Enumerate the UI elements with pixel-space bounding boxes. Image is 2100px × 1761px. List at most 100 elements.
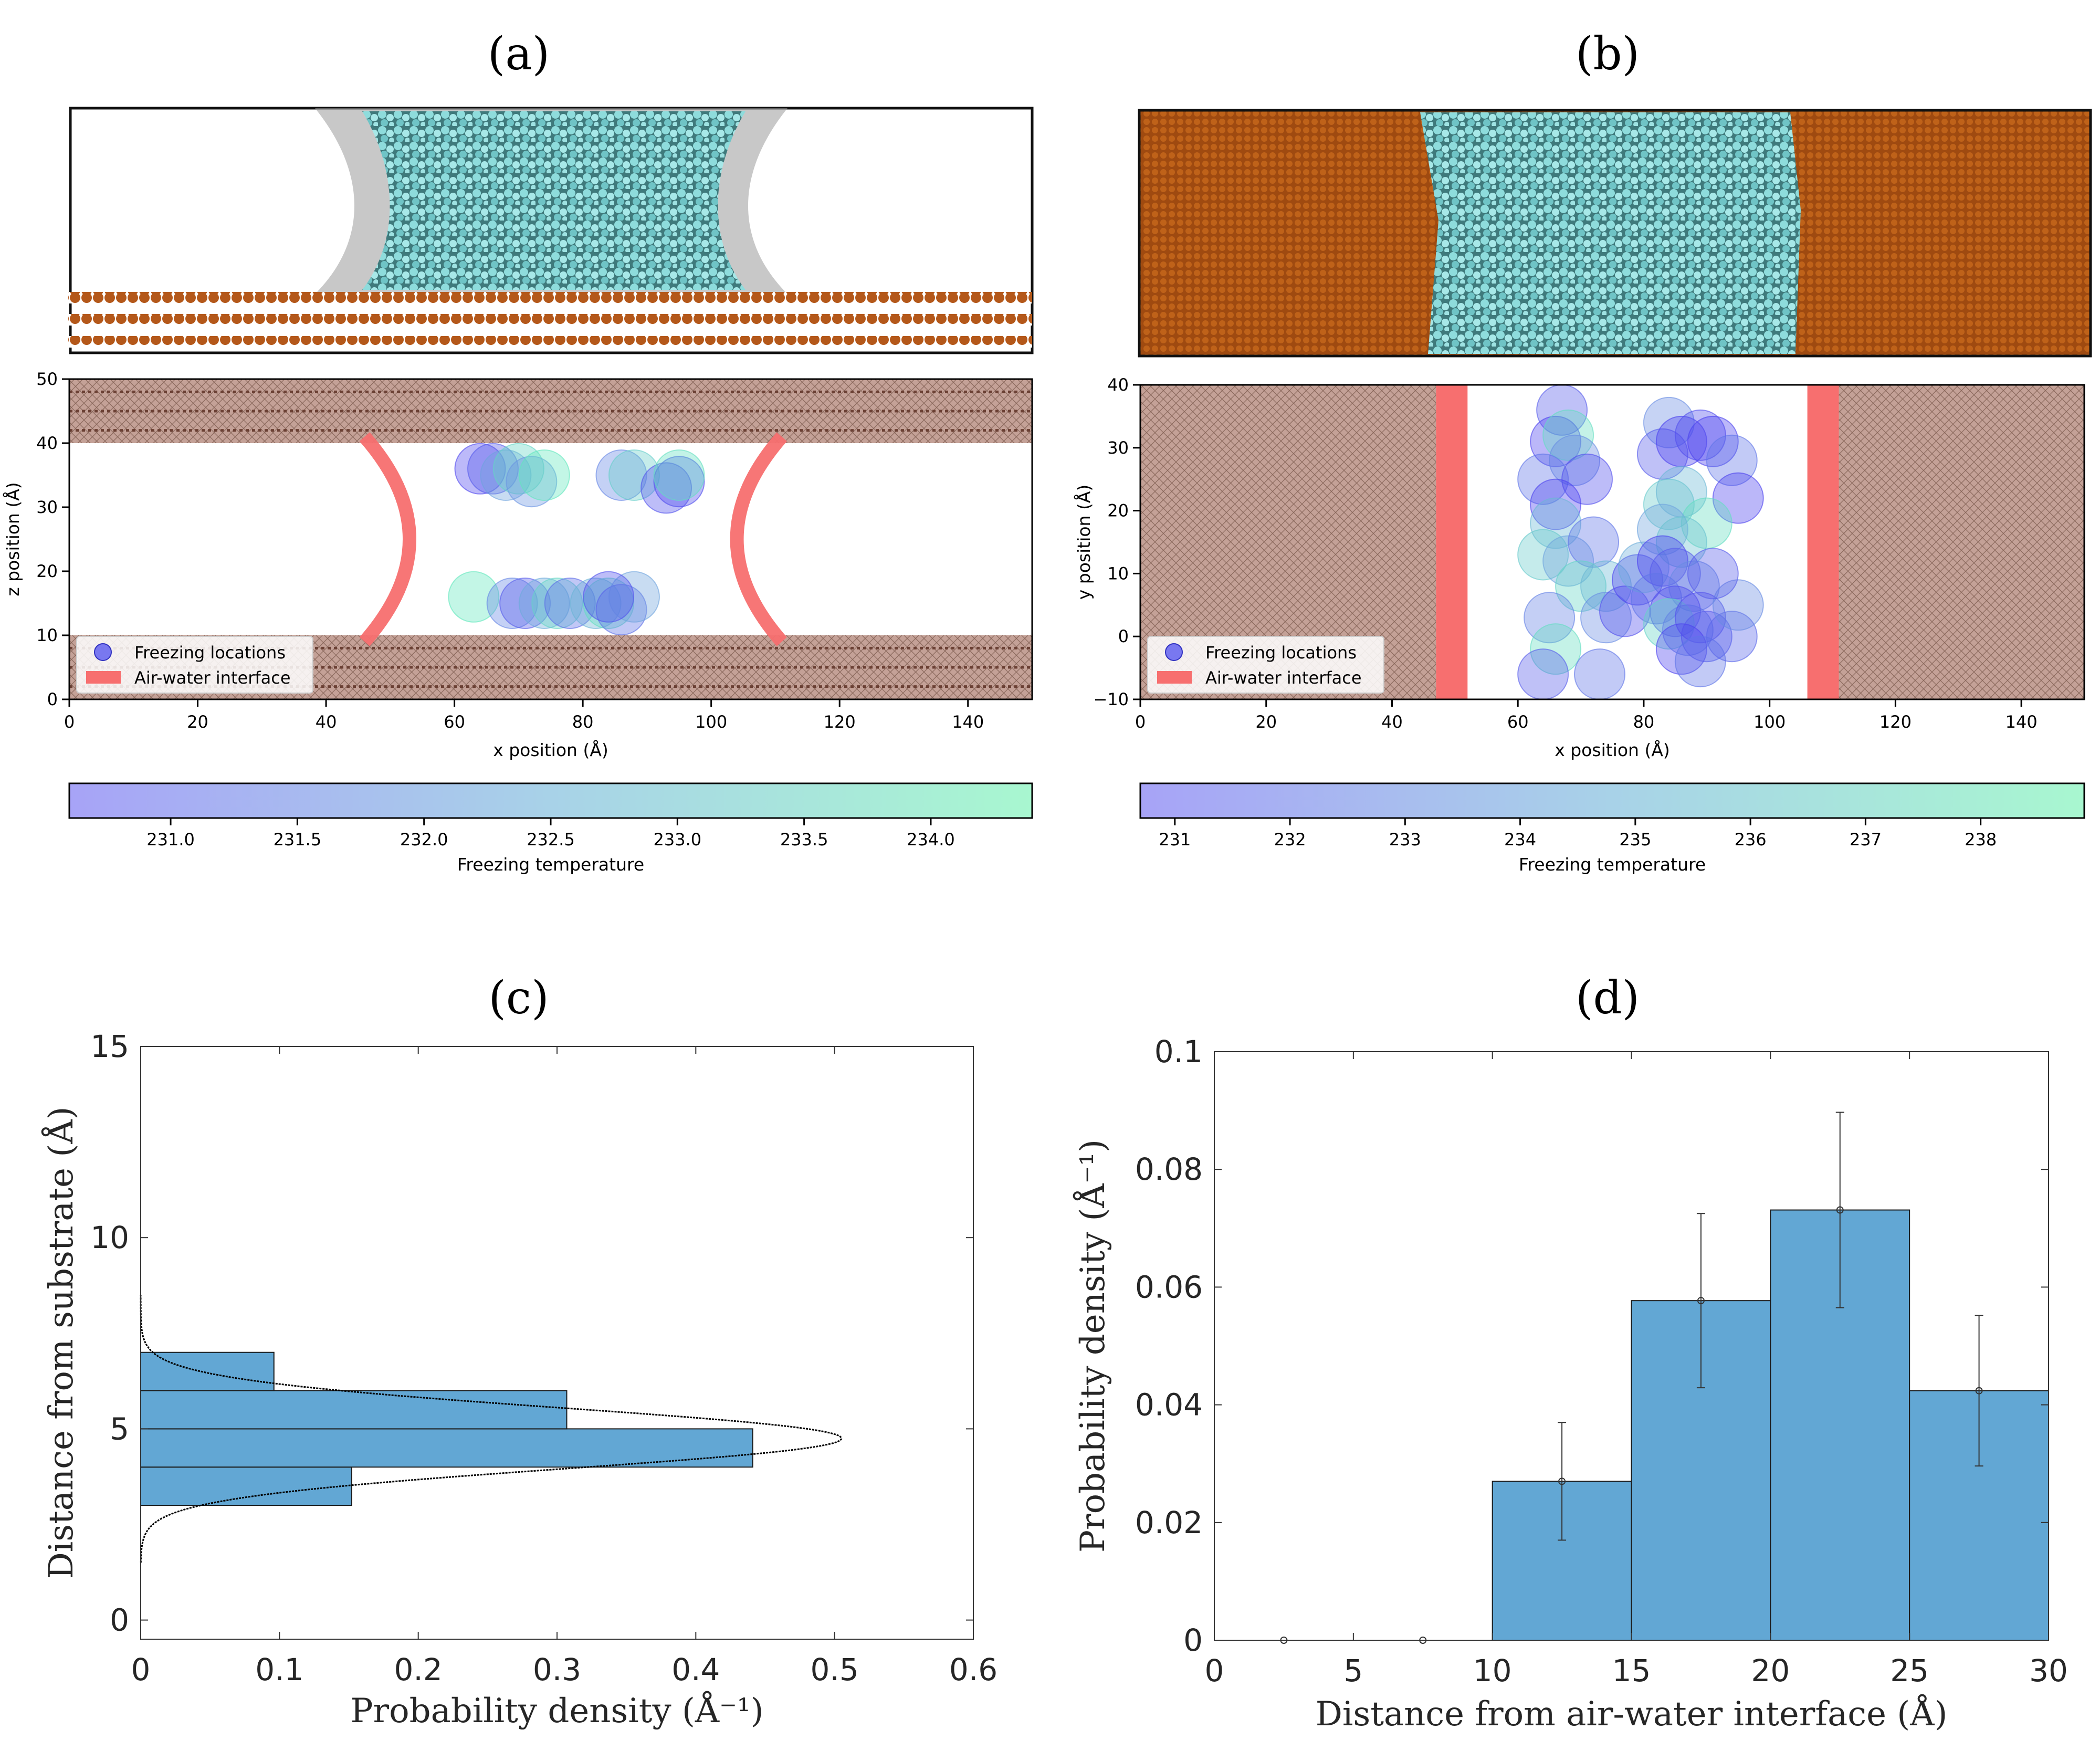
colorbar-tick-label: 231 <box>1159 830 1191 850</box>
colorbar <box>68 782 1033 819</box>
bin-center-marker <box>1558 1477 1566 1485</box>
freezing-location-point <box>518 449 570 501</box>
y-tick-label: 0 <box>110 1602 129 1638</box>
x-tick-label: 60 <box>1507 712 1529 732</box>
x-tick-label: 140 <box>2006 712 2038 732</box>
freezing-location-point <box>1630 573 1682 625</box>
x-tick-label: 0.5 <box>811 1652 859 1687</box>
x-tick-label: 0 <box>1135 712 1146 732</box>
y-axis-label: y position (Å) <box>1073 485 1094 600</box>
freezing-location-point <box>583 571 635 623</box>
freezing-location-point <box>1649 548 1701 600</box>
freezing-location-point <box>1542 535 1594 587</box>
histogram-bar <box>140 1390 568 1430</box>
freezing-location-point <box>583 578 635 629</box>
x-tick-label: 0.3 <box>533 1652 581 1687</box>
x-tick-label: 0 <box>1205 1653 1224 1689</box>
x-tick-label: 25 <box>1890 1653 1929 1689</box>
colorbar-tick-label: 238 <box>1965 830 1997 850</box>
freezing-location-point <box>1687 548 1739 600</box>
freezing-location-point <box>1530 478 1582 530</box>
x-tick-label: 0 <box>64 712 75 732</box>
plot-frame <box>68 378 1033 700</box>
x-axis-label: Distance from air-water interface (Å) <box>1316 1694 1948 1734</box>
x-tick-label: 20 <box>187 712 208 732</box>
x-tick-label: 40 <box>316 712 337 732</box>
y-tick-label: 20 <box>1107 501 1129 521</box>
panel-a-snapshot <box>68 107 1034 354</box>
freezing-location-point <box>653 456 705 508</box>
freezing-location-point <box>1687 415 1739 467</box>
bin-center-marker <box>1836 1206 1844 1214</box>
histogram-bar <box>140 1428 753 1468</box>
y-tick-label: 40 <box>36 433 58 453</box>
colorbar-tick-label: 232 <box>1274 830 1306 850</box>
colorbar-label: Freezing temperature <box>457 854 644 875</box>
x-tick-label: 0.2 <box>394 1652 443 1687</box>
legend-box <box>1147 636 1384 694</box>
colorbar-tick-label: 236 <box>1735 830 1767 850</box>
y-tick-label: 10 <box>36 625 58 645</box>
colorbar-tick-label: 231.5 <box>274 830 322 850</box>
air-water-interface-band <box>1807 385 1839 699</box>
freezing-location-point <box>480 449 532 501</box>
freezing-location-point <box>1549 434 1601 486</box>
freezing-location-point <box>595 449 647 501</box>
chart-d: 0 5 10 15 20 25 30 0 0.02 0.04 0.06 0.08 0.1 Distance… <box>1073 1034 2068 1734</box>
freezing-location-point <box>570 578 622 629</box>
freezing-location-point <box>1611 554 1663 606</box>
freezing-location-point <box>454 443 506 495</box>
panel-b-title: (b) <box>1576 28 1640 80</box>
plot-frame <box>1139 384 2085 700</box>
y-tick-label: 0.02 <box>1135 1505 1203 1540</box>
freezing-location-point <box>1517 648 1569 700</box>
legend-marker-interface <box>1157 671 1192 684</box>
colorbar-tick-label: 235 <box>1619 830 1651 850</box>
gaussian-fit-curve <box>140 1295 843 1563</box>
y-tick-label: 40 <box>1107 375 1129 395</box>
x-tick-label: 10 <box>1473 1653 1512 1689</box>
freezing-location-point <box>1681 497 1732 549</box>
freezing-location-point <box>1712 579 1764 631</box>
panel-d-title: (d) <box>1576 972 1640 1024</box>
x-tick-label: 120 <box>1880 712 1912 732</box>
panel-c-title: (c) <box>488 972 549 1024</box>
freezing-location-point <box>1674 636 1726 688</box>
x-tick-label: 80 <box>572 712 594 732</box>
freezing-location-point <box>531 578 583 629</box>
freezing-location-point <box>1517 529 1569 581</box>
legend-label: Freezing locations <box>1205 643 1357 663</box>
freezing-location-point <box>1636 428 1688 480</box>
legend-label: Air-water interface <box>1205 668 1362 688</box>
bin-center-marker <box>1697 1297 1705 1305</box>
freezing-location-point <box>1561 453 1613 505</box>
freezing-location-point <box>499 578 551 629</box>
x-tick-label: 20 <box>1255 712 1277 732</box>
plot-frame <box>140 1046 974 1640</box>
freezing-location-point <box>608 449 660 501</box>
colorbar-tick-label: 233.0 <box>654 830 702 850</box>
x-tick-label: 20 <box>1751 1653 1790 1689</box>
freezing-location-point <box>1580 592 1632 644</box>
chart-c: 0 0.1 0.2 0.3 0.4 0.5 0.6 0 5 10 15 Probability den… <box>41 1029 998 1731</box>
y-axis-label: Distance from substrate (Å) <box>41 1106 81 1579</box>
y-tick-label: 0 <box>1183 1622 1203 1658</box>
x-tick-label: 30 <box>2029 1653 2068 1689</box>
bin-center-marker <box>1280 1637 1288 1644</box>
freezing-location-point <box>1655 516 1707 568</box>
colorbar-tick-label: 234.0 <box>907 830 955 850</box>
y-axis-label: z position (Å) <box>2 482 23 596</box>
legend-label: Air-water interface <box>134 668 291 688</box>
x-tick-label: 60 <box>444 712 465 732</box>
y-tick-label: 10 <box>90 1220 129 1255</box>
air-water-interface-arc <box>730 432 787 646</box>
x-tick-label: 140 <box>952 712 984 732</box>
x-tick-label: 100 <box>1754 712 1786 732</box>
x-tick-label: 5 <box>1343 1653 1363 1689</box>
x-tick-label: 40 <box>1381 712 1403 732</box>
x-tick-label: 0.4 <box>671 1652 720 1687</box>
freezing-location-point <box>1643 396 1695 448</box>
freezing-location-point <box>1655 623 1707 675</box>
y-tick-label: 50 <box>36 369 58 389</box>
x-tick-label: 0 <box>131 1652 151 1687</box>
